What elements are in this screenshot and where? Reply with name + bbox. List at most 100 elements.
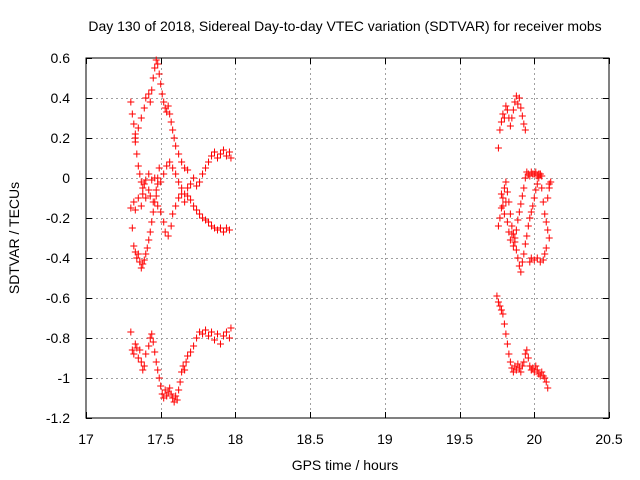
data-point xyxy=(503,218,511,226)
x-tick-label: 19.5 xyxy=(446,431,473,447)
data-point xyxy=(521,126,529,134)
data-point xyxy=(187,348,195,356)
y-tick-label: -0.6 xyxy=(46,290,70,306)
data-point xyxy=(140,180,148,188)
data-point xyxy=(158,390,166,398)
data-point xyxy=(496,302,504,310)
series-arc-h xyxy=(497,168,546,250)
data-point xyxy=(139,190,147,198)
data-point xyxy=(152,186,160,194)
data-point xyxy=(190,342,198,350)
data-point xyxy=(181,366,189,374)
x-axis-tick-labels: 17 17.5 18 18.5 19 19.5 20 20.5 xyxy=(78,431,623,447)
data-point xyxy=(175,386,183,394)
x-tick-label: 20 xyxy=(526,431,542,447)
data-point xyxy=(205,332,213,340)
data-point xyxy=(155,374,163,382)
data-point xyxy=(508,222,516,230)
data-point xyxy=(196,210,204,218)
data-point xyxy=(160,170,168,178)
data-point xyxy=(157,382,165,390)
data-point xyxy=(539,198,547,206)
data-point xyxy=(530,194,538,202)
data-point xyxy=(524,222,532,230)
data-point xyxy=(187,196,195,204)
data-point xyxy=(509,106,517,114)
data-point xyxy=(211,336,219,344)
data-point xyxy=(499,310,507,318)
data-point xyxy=(497,118,505,126)
data-point xyxy=(219,332,227,340)
data-point xyxy=(506,358,514,366)
data-point xyxy=(503,188,511,196)
data-point xyxy=(148,86,156,94)
data-point xyxy=(148,218,156,226)
data-point xyxy=(142,176,150,184)
data-point xyxy=(520,184,528,192)
data-point xyxy=(130,198,138,206)
y-tick-label: -0.2 xyxy=(46,210,70,226)
data-point xyxy=(145,186,153,194)
data-point xyxy=(526,258,534,266)
data-point xyxy=(166,158,174,166)
data-point xyxy=(134,162,142,170)
data-point xyxy=(166,384,174,392)
data-point xyxy=(520,250,528,258)
data-point xyxy=(155,70,163,78)
data-point xyxy=(137,358,145,366)
data-point xyxy=(219,228,227,236)
data-point xyxy=(128,346,136,354)
data-point xyxy=(541,210,549,218)
data-point xyxy=(524,354,532,362)
data-point xyxy=(184,192,192,200)
data-point xyxy=(142,350,150,358)
data-point xyxy=(527,208,535,216)
data-point xyxy=(151,348,159,356)
y-axis-label: SDTVAR / TECUs xyxy=(6,182,22,294)
series-arc-c xyxy=(128,164,163,272)
data-point xyxy=(182,358,190,366)
data-point xyxy=(175,150,183,158)
data-point xyxy=(127,98,135,106)
data-point xyxy=(497,190,505,198)
data-point xyxy=(137,202,145,210)
data-point xyxy=(187,180,195,188)
data-point xyxy=(503,340,511,348)
data-point xyxy=(157,80,165,88)
x-tick-label: 19 xyxy=(377,431,393,447)
data-point xyxy=(145,170,153,178)
data-point xyxy=(494,298,502,306)
data-point xyxy=(146,98,154,106)
data-point xyxy=(538,172,546,180)
data-point xyxy=(178,158,186,166)
data-point xyxy=(152,192,160,200)
y-tick-label: 0.6 xyxy=(51,50,71,66)
data-point xyxy=(134,250,142,258)
data-point xyxy=(542,378,550,386)
data-point xyxy=(493,292,501,300)
data-point xyxy=(142,194,150,202)
data-point xyxy=(152,358,160,366)
x-tick-label: 18.5 xyxy=(297,431,324,447)
data-point xyxy=(163,162,171,170)
data-point xyxy=(515,262,523,270)
data-point xyxy=(137,114,145,122)
data-point xyxy=(158,90,166,98)
data-point xyxy=(164,102,172,110)
data-point xyxy=(170,134,178,142)
data-point xyxy=(497,306,505,314)
data-point xyxy=(532,362,540,370)
data-point xyxy=(499,202,507,210)
data-point xyxy=(154,174,162,182)
data-point xyxy=(541,250,549,258)
data-point xyxy=(184,166,192,174)
data-point xyxy=(219,146,227,154)
data-point xyxy=(145,342,153,350)
data-point xyxy=(142,250,150,258)
data-point xyxy=(149,208,157,216)
series-arc-i xyxy=(526,178,555,266)
data-point xyxy=(533,254,541,262)
data-point xyxy=(213,154,221,162)
data-point xyxy=(506,210,514,218)
